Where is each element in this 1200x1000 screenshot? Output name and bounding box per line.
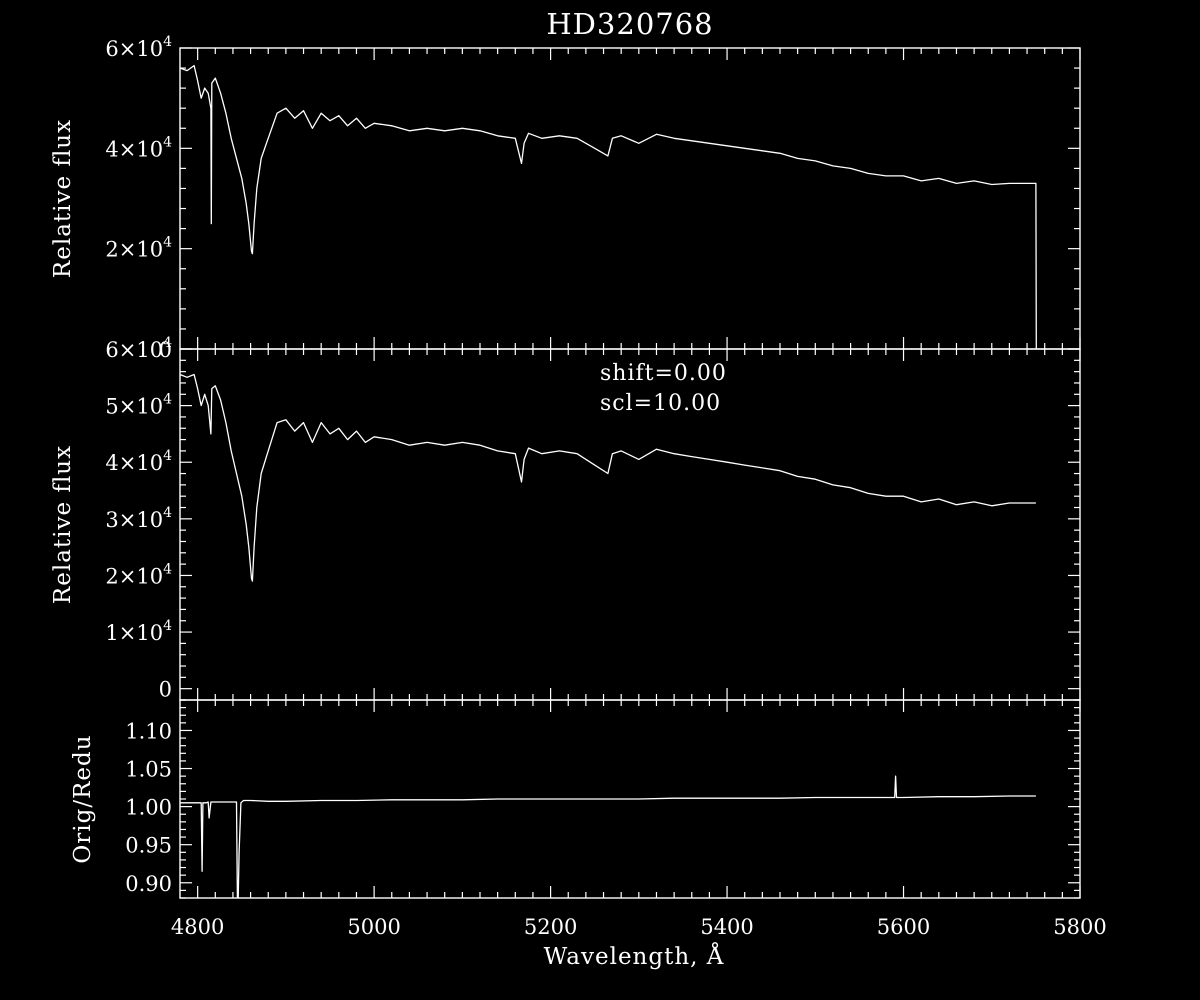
y-tick-label: 3×104 <box>105 505 172 532</box>
x-axis-title: Wavelength, Å <box>544 942 725 970</box>
y-tick-label: 2×104 <box>105 561 172 588</box>
spectrum-series-line <box>180 775 1036 898</box>
y-tick-label: 2×104 <box>105 235 172 262</box>
annotation-text: shift=0.00 <box>600 361 727 386</box>
panel-bottom: 0.90 0.95 1.00 1.05 1.10 Orig/Redu <box>70 699 1081 899</box>
y-tick-label: 1.10 <box>125 719 172 743</box>
y-tick-label: 5×104 <box>105 392 172 419</box>
x-tick-label: 4800 <box>171 915 224 939</box>
x-tick-label: 5000 <box>347 915 400 939</box>
y-tick-label: 1.05 <box>125 758 172 782</box>
panel-frame <box>179 47 1081 350</box>
y-tick-label: 0 <box>159 338 172 362</box>
x-tick-label: 5600 <box>877 915 930 939</box>
y-tick-label: 6×104 <box>105 34 172 61</box>
x-axis: 4800 5000 5200 5400 5600 5800 <box>171 915 1107 939</box>
panel-top: 0 2×104 4×104 6×104 Relative flux <box>50 34 1081 362</box>
y-tick-label: 0 <box>159 678 172 702</box>
y-tick-label: 4×104 <box>105 448 172 475</box>
y-tick-label: 0.90 <box>125 872 172 896</box>
y-tick-label: 1×104 <box>105 618 172 645</box>
x-tick-label: 5800 <box>1053 915 1106 939</box>
spectrum-series-line <box>180 373 1036 582</box>
y-tick-label: 0.95 <box>125 834 172 858</box>
x-tick-label: 5400 <box>700 915 753 939</box>
y-tick-label: 6×104 <box>105 335 172 362</box>
annotation-text: scl=10.00 <box>600 391 721 416</box>
y-axis-title: Relative flux <box>50 119 76 278</box>
y-axis-title: Orig/Redu <box>70 734 96 863</box>
y-tick-label: 4×104 <box>105 134 172 161</box>
panel-middle: 0 1×104 2×104 3×104 4×104 5×104 6×104 Relative … <box>50 335 1081 702</box>
x-tick-label: 5200 <box>524 915 577 939</box>
y-axis-title: Relative flux <box>50 445 76 604</box>
spectrum-series-line <box>180 64 1037 349</box>
chart-title: HD320768 <box>546 7 713 41</box>
y-tick-label: 1.00 <box>125 796 172 820</box>
